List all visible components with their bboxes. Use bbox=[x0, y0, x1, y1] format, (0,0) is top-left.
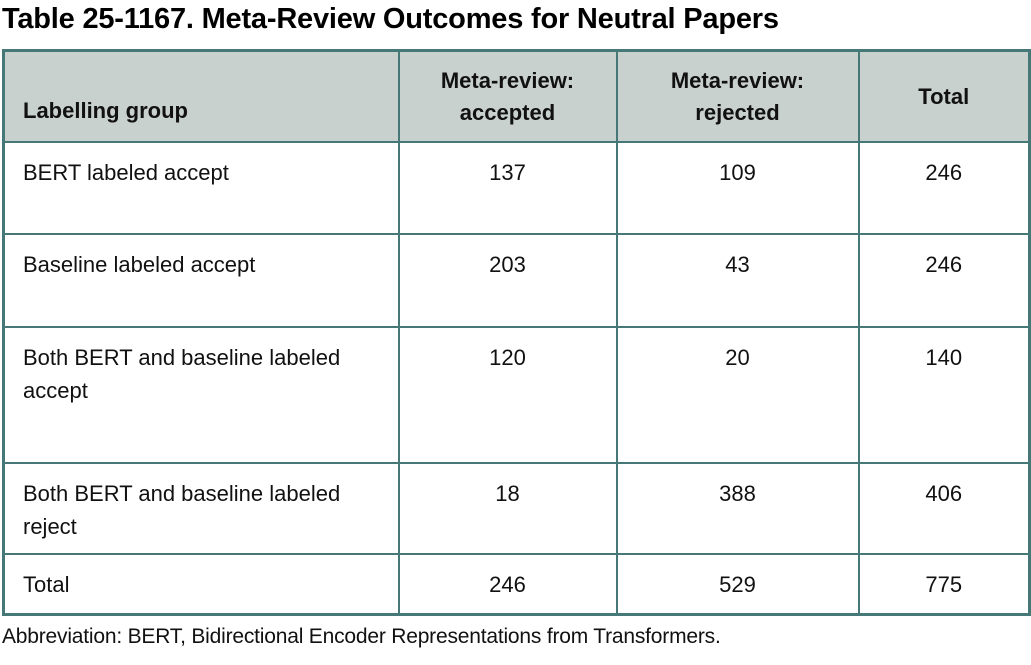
rejected-value: 388 bbox=[615, 462, 860, 556]
column-header-labelling-group: Labelling group bbox=[2, 49, 400, 144]
abbreviation-footnote: Abbreviation: BERT, Bidirectional Encode… bbox=[2, 624, 721, 648]
column-header-meta-review-accepted: Meta-review: accepted bbox=[397, 49, 618, 144]
row-label: Baseline labeled accept bbox=[2, 233, 400, 329]
accepted-value: 18 bbox=[397, 462, 618, 556]
column-header-meta-review-rejected: Meta-review: rejected bbox=[615, 49, 860, 144]
table-row: Both BERT and baseline labeled accept 12… bbox=[2, 326, 1031, 465]
rejected-value: 43 bbox=[615, 233, 860, 329]
total-value: 246 bbox=[857, 233, 1031, 329]
rejected-value: 20 bbox=[615, 326, 860, 465]
total-value: 246 bbox=[857, 141, 1031, 236]
accepted-value: 137 bbox=[397, 141, 618, 236]
meta-review-outcomes-table: Labelling group Meta-review: accepted Me… bbox=[2, 48, 1031, 616]
total-value: 140 bbox=[857, 326, 1031, 465]
accepted-total-value: 246 bbox=[397, 553, 618, 616]
column-header-total: Total bbox=[857, 49, 1031, 144]
document-page: Table 25-1167. Meta-Review Outcomes for … bbox=[2, 3, 1031, 648]
grand-total-value: 775 bbox=[857, 553, 1031, 616]
table-row: Both BERT and baseline labeled reject 18… bbox=[2, 462, 1031, 556]
row-label: Both BERT and baseline labeled accept bbox=[2, 326, 400, 465]
accepted-value: 120 bbox=[397, 326, 618, 465]
rejected-value: 109 bbox=[615, 141, 860, 236]
table-row: Baseline labeled accept 203 43 246 bbox=[2, 233, 1031, 329]
table-header-row: Labelling group Meta-review: accepted Me… bbox=[2, 49, 1031, 144]
total-value: 406 bbox=[857, 462, 1031, 556]
table-total-row: Total 246 529 775 bbox=[2, 553, 1031, 616]
table-row: BERT labeled accept 137 109 246 bbox=[2, 141, 1031, 236]
rejected-total-value: 529 bbox=[615, 553, 860, 616]
table-title: Table 25-1167. Meta-Review Outcomes for … bbox=[2, 3, 779, 35]
row-label: Both BERT and baseline labeled reject bbox=[2, 462, 400, 556]
total-row-label: Total bbox=[2, 553, 400, 616]
accepted-value: 203 bbox=[397, 233, 618, 329]
row-label: BERT labeled accept bbox=[2, 141, 400, 236]
